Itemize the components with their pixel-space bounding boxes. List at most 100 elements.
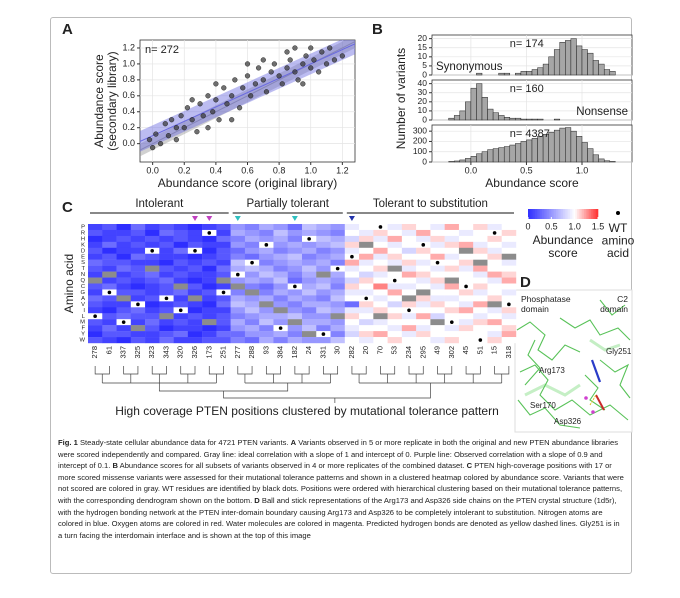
- heatmap-cell: [259, 325, 274, 332]
- heatmap-cell: [344, 313, 360, 320]
- histogram-bar: [520, 118, 527, 121]
- heatmap-cell: [444, 277, 460, 284]
- heatmap-cell: [416, 325, 431, 332]
- heatmap-cell: [501, 271, 517, 278]
- heatmap-cell: [173, 259, 189, 266]
- heatmap-cell: [302, 247, 317, 254]
- heatmap-cell: [145, 325, 160, 332]
- heatmap-cell: [159, 271, 174, 278]
- heatmap-cell: [430, 331, 445, 338]
- structure-image: [514, 289, 633, 433]
- heatmap-cell: [401, 283, 417, 290]
- row-label: N: [81, 272, 85, 278]
- dendrogram-branch: [244, 374, 331, 384]
- scatter-point: [189, 97, 195, 103]
- heatmap-cell: [287, 253, 303, 260]
- column-marker: [192, 216, 198, 221]
- heatmap-cell: [501, 277, 517, 284]
- histogram-bar: [553, 118, 561, 121]
- histogram-bar: [542, 63, 549, 76]
- position-label: 288: [247, 346, 256, 359]
- colorbar-tick-label: 1.0: [568, 221, 581, 231]
- scatter-point: [303, 53, 309, 59]
- panel-label: B: [372, 21, 383, 38]
- y-tick-label: 100: [413, 146, 427, 156]
- heatmap-cell: [501, 235, 517, 243]
- heatmap-cell: [173, 229, 189, 237]
- wt-dot: [93, 314, 97, 319]
- heatmap-cell: [159, 247, 174, 254]
- scatter-point: [300, 61, 306, 67]
- scatter-point: [216, 117, 222, 123]
- heatmap-cell: [116, 283, 131, 290]
- position-label: 343: [161, 346, 170, 359]
- heatmap-cell: [187, 229, 203, 237]
- y-tick-label: 0: [422, 69, 427, 79]
- histogram-bar: [603, 160, 611, 163]
- heatmap-cell: [330, 283, 345, 290]
- heatmap-cell: [273, 259, 288, 266]
- heatmap-cell: [287, 319, 303, 326]
- wt-dot: [221, 290, 226, 295]
- heatmap-cell: [130, 319, 146, 326]
- colorbar-segment: [568, 209, 571, 219]
- position-label: 51: [475, 346, 484, 354]
- heatmap-cell: [416, 235, 431, 243]
- heatmap-cell: [359, 313, 374, 320]
- colorbar-segment: [578, 209, 581, 219]
- heatmap-cell: [88, 331, 103, 338]
- heatmap-cell: [259, 277, 274, 284]
- heatmap-cell: [373, 229, 388, 237]
- heatmap-cell: [302, 271, 317, 278]
- heatmap-cell: [259, 289, 274, 296]
- heatmap-cell: [401, 247, 417, 254]
- row-label: D: [81, 248, 85, 254]
- heatmap-cell: [430, 277, 445, 284]
- heatmap-cell: [444, 301, 460, 308]
- heatmap-cell: [230, 325, 246, 332]
- scatter-point: [229, 117, 235, 123]
- dendrogram-branch: [323, 366, 339, 375]
- heatmap-cell: [359, 301, 374, 308]
- heatmap-cell: [88, 277, 103, 284]
- row-label: H: [81, 236, 85, 242]
- heatmap-cell: [102, 319, 117, 326]
- heatmap-cell: [173, 271, 189, 278]
- heatmap-cell: [187, 289, 203, 296]
- heatmap-cell: [216, 313, 231, 320]
- scatter-point: [221, 85, 227, 91]
- wt-dot: [450, 320, 454, 324]
- position-label: 61: [104, 346, 113, 354]
- colorbar-segment: [587, 209, 590, 219]
- scatter-point: [150, 145, 156, 151]
- heatmap-cell: [330, 313, 345, 320]
- heatmap-cell: [173, 283, 189, 290]
- y-tick-label: 5: [422, 60, 427, 70]
- heatmap-cell: [401, 295, 417, 302]
- y-axis-label: Number of variants: [394, 48, 408, 149]
- heatmap-cell: [473, 241, 488, 248]
- heatmap-cell: [401, 319, 417, 326]
- heatmap-cell: [145, 307, 160, 314]
- heatmap-cell: [373, 325, 388, 332]
- heatmap-cell: [444, 271, 460, 278]
- wt-dot: [107, 290, 112, 295]
- annotation: n= 272: [145, 44, 179, 56]
- histogram-bar: [537, 136, 544, 163]
- heatmap-cell: [244, 331, 260, 338]
- heatmap-cell: [416, 319, 431, 326]
- heatmap-cell: [487, 337, 502, 344]
- heatmap-cell: [259, 283, 274, 290]
- heatmap-cell: [387, 301, 403, 308]
- heatmap-cell: [401, 325, 417, 332]
- heatmap-cell: [230, 235, 246, 243]
- heatmap-cell: [187, 259, 203, 266]
- heatmap-cell: [401, 277, 417, 284]
- scatter-point: [236, 105, 243, 111]
- heatmap-cell: [116, 259, 131, 266]
- histogram-bar: [565, 40, 572, 76]
- caption-text: Abundance scores for all subsets of vari…: [117, 461, 467, 471]
- heatmap-cell: [401, 253, 417, 260]
- histogram-bar: [476, 72, 483, 76]
